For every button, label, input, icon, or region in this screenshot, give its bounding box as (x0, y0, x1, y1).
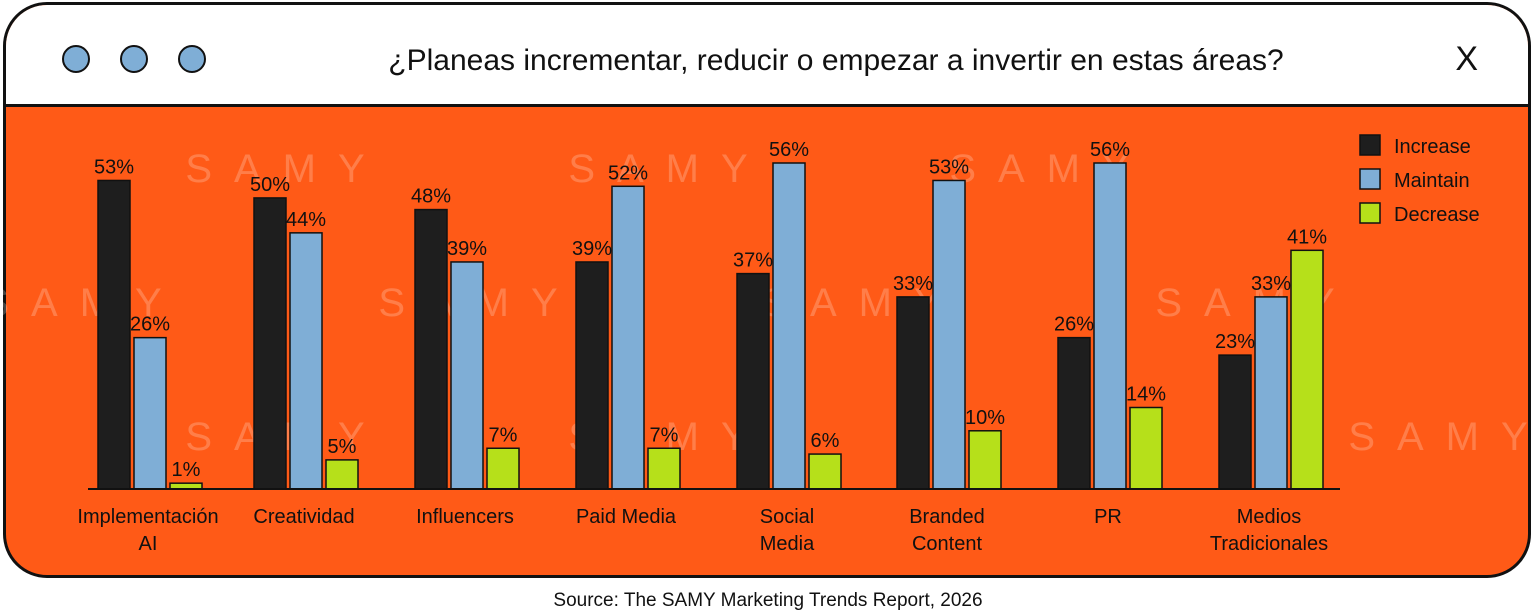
data-label: 53% (929, 156, 969, 178)
bar-decrease (968, 430, 1002, 490)
legend-label: Decrease (1394, 204, 1480, 226)
data-label: 5% (328, 436, 357, 458)
window-dot-icon (62, 45, 90, 73)
data-label: 33% (893, 273, 933, 295)
data-label: 23% (1215, 331, 1255, 353)
data-label: 39% (447, 238, 487, 260)
data-label: 53% (94, 156, 134, 178)
bar-increase (736, 272, 770, 490)
category-label: AI (139, 533, 158, 555)
watermark-text: SAMY (568, 147, 769, 191)
window-dot-icon (120, 45, 148, 73)
category-label: Content (912, 533, 982, 555)
category-label: Social (760, 506, 814, 528)
data-label: 41% (1287, 226, 1327, 248)
bar-decrease (808, 453, 842, 490)
data-label: 10% (965, 407, 1005, 429)
category-label: Branded (909, 506, 985, 528)
watermark-text: SAMY (0, 281, 184, 325)
bar-increase (1218, 354, 1252, 490)
category-label: Paid Media (576, 506, 677, 528)
bar-decrease (1290, 249, 1324, 490)
category-label: Media (760, 533, 815, 555)
data-label: 6% (811, 430, 840, 452)
watermark-text: SAMY (185, 147, 386, 191)
bar-increase (1057, 336, 1091, 490)
category-label: Implementación (77, 506, 218, 528)
bar-maintain (1254, 296, 1288, 490)
legend-label: Increase (1394, 136, 1471, 158)
legend-swatch (1359, 202, 1381, 224)
data-label: 33% (1251, 273, 1291, 295)
data-label: 37% (733, 250, 773, 272)
window-dot-icon (178, 45, 206, 73)
category-label: PR (1094, 506, 1122, 528)
data-label: 26% (1054, 314, 1094, 336)
bar-increase (97, 179, 131, 490)
category-label: Tradicionales (1210, 533, 1328, 555)
legend-swatch (1359, 168, 1381, 190)
bar-increase (414, 208, 448, 490)
bar-increase (253, 197, 287, 490)
data-label: 48% (411, 186, 451, 208)
category-label: Influencers (416, 506, 514, 528)
chart-title: ¿Planeas incrementar, reducir o empezar … (388, 44, 1284, 77)
bar-maintain (932, 179, 966, 490)
data-label: 56% (769, 139, 809, 161)
bar-maintain (289, 232, 323, 490)
data-label: 56% (1090, 139, 1130, 161)
data-label: 44% (286, 209, 326, 231)
category-label: Creatividad (253, 506, 354, 528)
bar-maintain (133, 336, 167, 490)
data-label: 7% (650, 424, 679, 446)
data-label: 26% (130, 314, 170, 336)
bar-maintain (1093, 162, 1127, 490)
data-label: 7% (489, 424, 518, 446)
bar-maintain (611, 185, 645, 490)
bar-maintain (772, 162, 806, 490)
watermark-text: SAMY (1348, 415, 1536, 459)
bar-decrease (1129, 406, 1163, 490)
bar-decrease (647, 447, 681, 490)
watermark-layer: SAMYSAMYSAMYSAMYSAMYSAMYSAMYSAMYSAMYSAMY (0, 147, 1536, 459)
bar-maintain (450, 261, 484, 490)
bar-increase (896, 296, 930, 490)
bar-increase (575, 261, 609, 490)
title-bar: ¿Planeas incrementar, reducir o empezar … (6, 5, 1528, 107)
data-label: 50% (250, 174, 290, 196)
data-label: 1% (172, 459, 201, 481)
data-label: 52% (608, 162, 648, 184)
bar-decrease (486, 447, 520, 490)
legend-label: Maintain (1394, 170, 1470, 192)
data-label: 14% (1126, 384, 1166, 406)
close-icon[interactable]: X (1455, 40, 1478, 78)
legend-swatch (1359, 134, 1381, 156)
source-note: Source: The SAMY Marketing Trends Report… (553, 590, 983, 611)
data-label: 39% (572, 238, 612, 260)
bar-decrease (325, 459, 359, 490)
category-label: Medios (1237, 506, 1301, 528)
